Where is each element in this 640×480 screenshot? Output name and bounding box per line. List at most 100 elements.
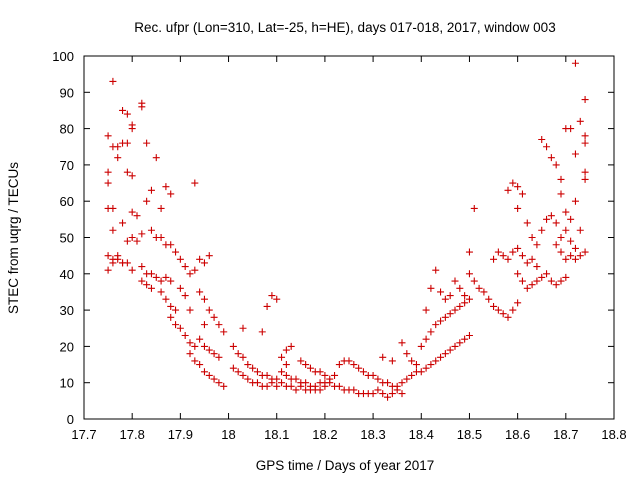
data-point [427,284,435,292]
data-point [514,244,522,252]
data-point [172,321,180,329]
data-point [576,117,584,125]
y-tick-label: 0 [67,412,74,427]
data-point [244,361,252,369]
data-point [186,350,194,358]
data-points [104,59,589,401]
data-point [210,350,218,358]
data-point [446,310,454,318]
data-point [374,375,382,383]
data-point [441,295,449,303]
data-point [167,313,175,321]
data-point [543,143,551,151]
data-point [128,234,136,241]
data-point [210,375,218,383]
data-point [547,277,555,285]
data-point [494,248,502,256]
data-point [581,248,589,256]
data-point [543,215,551,223]
data-point [345,357,353,365]
data-point [263,302,271,310]
data-point [239,353,247,361]
x-tick-label: 18.4 [409,427,434,442]
data-point [133,212,141,220]
data-point [147,284,155,292]
data-point [302,361,310,369]
data-point [278,368,286,376]
data-point [509,248,517,256]
data-point [104,132,112,140]
data-point [403,350,411,358]
data-point [162,183,170,191]
data-point [528,255,536,263]
data-point [451,342,459,350]
data-point [157,277,165,285]
data-point [398,390,406,398]
data-point [422,335,430,343]
data-point [504,186,512,194]
data-point [485,295,493,303]
data-point [562,273,570,281]
data-point [143,281,151,289]
data-point [432,357,440,365]
data-point [461,292,469,300]
data-point [128,208,136,216]
data-point [523,284,531,292]
data-point [581,175,589,183]
data-point [509,306,517,314]
data-point [287,382,295,390]
data-point [205,346,213,354]
y-tick-label: 70 [60,158,74,173]
data-point [388,357,396,365]
data-point [557,234,565,241]
data-point [581,96,589,104]
data-point [109,77,117,85]
data-point [200,321,208,329]
data-point [229,342,237,350]
data-point [552,241,560,249]
data-point [143,139,151,147]
data-point [326,379,334,387]
data-point [422,364,430,372]
data-point [533,241,541,249]
x-tick-label: 18.7 [553,427,578,442]
data-point [475,284,483,292]
data-point [567,215,575,223]
data-point [176,324,184,332]
data-point [408,357,416,365]
data-point [191,342,199,350]
data-point [465,270,473,278]
data-point [138,263,146,271]
data-point [297,382,305,390]
data-point [147,270,155,278]
y-tick-label: 60 [60,194,74,209]
data-point [258,328,266,336]
data-point [490,302,498,310]
data-point [432,321,440,329]
data-point [538,135,546,143]
data-point [509,179,517,187]
data-point [215,379,223,387]
data-point [186,270,194,278]
data-point [278,353,286,361]
data-point [543,270,551,278]
data-point [306,364,314,372]
data-point [523,219,531,227]
data-point [316,386,324,394]
data-point [273,295,281,303]
y-tick-label: 40 [60,267,74,282]
data-point [388,390,396,398]
data-point [456,302,464,310]
data-point [331,371,339,379]
data-point [480,288,488,296]
data-point [557,277,565,285]
data-point [114,154,122,162]
data-point [547,212,555,220]
data-point [528,281,536,289]
data-point [441,313,449,321]
data-point [215,353,223,361]
data-point [369,390,377,398]
data-point [437,288,445,296]
data-point [133,237,141,245]
x-tick-label: 18.3 [360,427,385,442]
